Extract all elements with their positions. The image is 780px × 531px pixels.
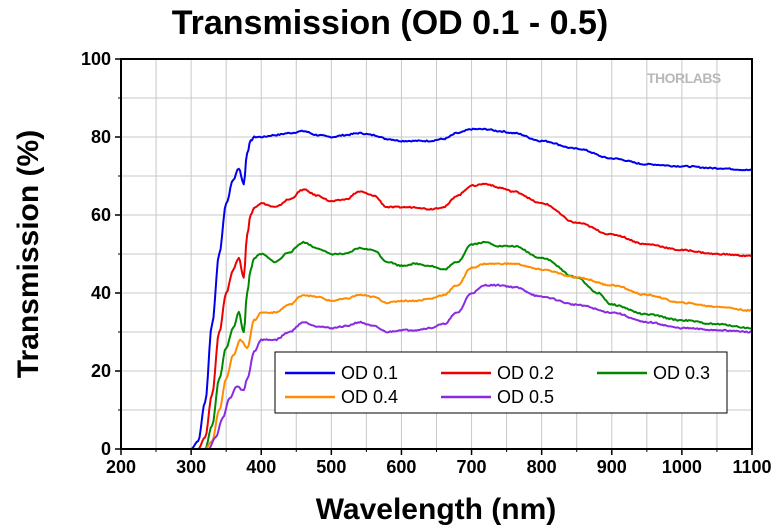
y-tick-label: 0 [101, 439, 111, 459]
x-tick-label: 500 [316, 457, 346, 477]
series-line-od-0-5 [121, 283, 753, 450]
legend-label: OD 0.1 [341, 363, 398, 383]
axis-ticks: 200 300 400 500 600 700 800 900 1000 1100 0 20 40 60 8… [81, 49, 772, 477]
y-axis-title: Transmission (%) [12, 130, 45, 378]
legend-label: OD 0.4 [341, 387, 398, 407]
legend-label: OD 0.3 [653, 363, 710, 383]
y-tick-label: 60 [91, 205, 111, 225]
x-tick-label: 1000 [662, 457, 702, 477]
x-tick-label: 200 [106, 457, 136, 477]
series-line-od-0-1 [121, 127, 753, 450]
series-line-od-0-2 [121, 182, 752, 450]
x-tick-label: 400 [246, 457, 276, 477]
x-axis-title: Wavelength (nm) [316, 493, 557, 526]
y-tick-label: 40 [91, 283, 111, 303]
series-line-od-0-3 [121, 240, 753, 450]
legend-box [274, 351, 728, 414]
x-tick-label: 300 [176, 457, 206, 477]
y-tick-label: 20 [91, 361, 111, 381]
x-tick-label: 600 [386, 457, 416, 477]
x-tick-label: 700 [457, 457, 487, 477]
thorlabs-watermark: THORLABS [647, 70, 721, 86]
y-tick-label: 100 [81, 49, 111, 69]
series-line-od-0-4 [121, 262, 753, 450]
legend: OD 0.1 OD 0.2 OD 0.3 OD 0.4 OD 0.5 [274, 351, 728, 414]
x-tick-label: 800 [527, 457, 557, 477]
chart-title: Transmission (OD 0.1 - 0.5) [171, 4, 609, 42]
x-tick-label: 900 [597, 457, 627, 477]
legend-label: OD 0.2 [497, 363, 554, 383]
series-lines [121, 127, 753, 450]
legend-label: OD 0.5 [497, 387, 554, 407]
y-tick-label: 80 [91, 127, 111, 147]
x-tick-label: 1100 [732, 457, 771, 477]
